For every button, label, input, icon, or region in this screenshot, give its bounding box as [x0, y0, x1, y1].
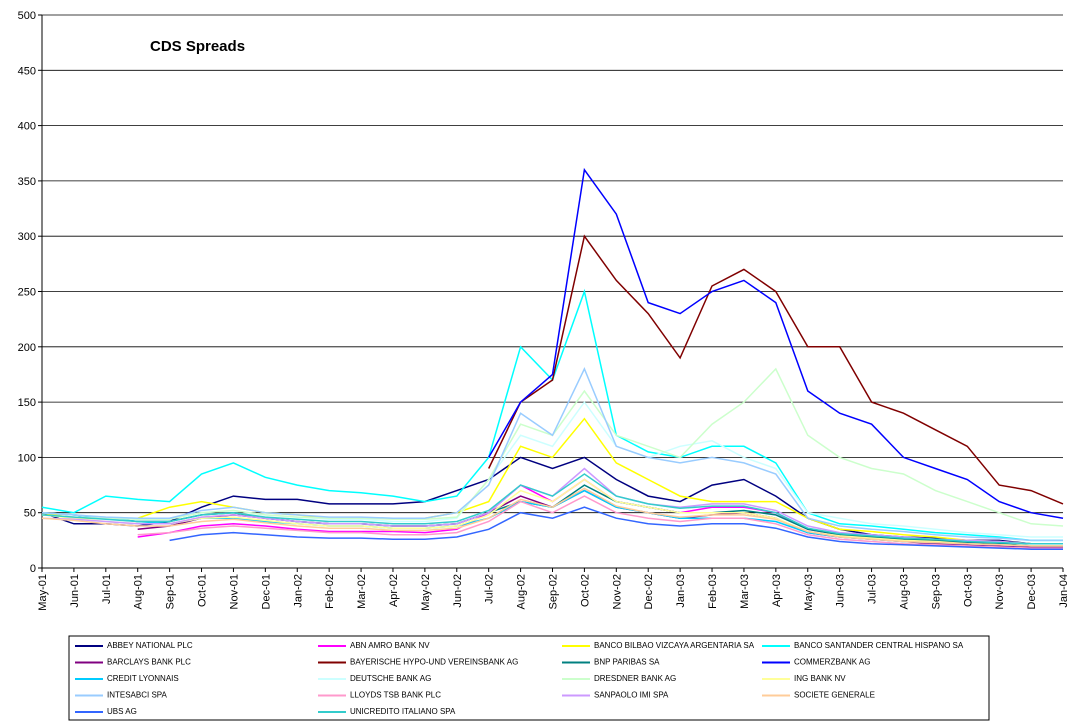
y-tick-label: 150: [18, 397, 36, 409]
x-tick-label: Aug-02: [516, 574, 528, 609]
x-tick-label: Apr-02: [388, 574, 400, 607]
x-tick-label: Feb-03: [707, 574, 719, 609]
x-tick-label: Dec-01: [260, 574, 272, 609]
legend-box: [68, 635, 990, 721]
x-tick-label: Sep-03: [930, 574, 942, 609]
x-tick-label: Mar-02: [356, 574, 368, 609]
x-tick-label: May-01: [37, 574, 49, 611]
x-tick-label: May-02: [420, 574, 432, 611]
legend-label: DRESDNER BANK AG: [594, 674, 676, 683]
x-tick-label: Jun-01: [69, 574, 81, 608]
legend-label: CREDIT LYONNAIS: [107, 674, 179, 683]
x-tick-label: Jul-03: [867, 574, 879, 604]
legend-label: COMMERZBANK AG: [794, 658, 870, 667]
x-tick-label: Aug-01: [133, 574, 145, 609]
x-tick-label: Dec-03: [1026, 574, 1038, 609]
legend-label: BANCO SANTANDER CENTRAL HISPANO SA: [794, 641, 964, 650]
legend-label: BANCO BILBAO VIZCAYA ARGENTARIA SA: [594, 641, 755, 650]
x-tick-label: Oct-02: [579, 574, 591, 607]
x-tick-label: Oct-03: [962, 574, 974, 607]
legend-label: BNP PARIBAS SA: [594, 658, 660, 667]
y-tick-label: 200: [18, 342, 36, 354]
series-line: [137, 495, 1063, 549]
x-tick-label: Feb-02: [324, 574, 336, 609]
y-tick-label: 100: [18, 452, 36, 464]
series-line: [41, 367, 1063, 542]
series-line: [41, 456, 1063, 545]
legend-label: ING BANK NV: [794, 674, 846, 683]
legend-label: UBS AG: [107, 707, 137, 716]
y-tick-label: 50: [24, 508, 36, 520]
chart-title: CDS Spreads: [150, 38, 245, 55]
x-tick-label: Nov-03: [994, 574, 1006, 609]
x-tick-label: Jan-03: [675, 574, 687, 608]
legend-label: ABN AMRO BANK NV: [350, 641, 430, 650]
x-tick-label: Jan-04: [1058, 574, 1069, 608]
x-tick-label: Jan-02: [292, 574, 304, 608]
x-tick-label: Sep-01: [165, 574, 177, 609]
legend-label: SANPAOLO IMI SPA: [594, 691, 669, 700]
x-tick-label: Oct-01: [197, 574, 209, 607]
series-line: [41, 473, 1063, 545]
x-tick-label: Apr-03: [771, 574, 783, 607]
legend-label: LLOYDS TSB BANK PLC: [350, 691, 441, 700]
y-tick-label: 350: [18, 176, 36, 188]
y-tick-label: 0: [30, 563, 36, 575]
series-line: [488, 167, 1064, 519]
series-line: [488, 234, 1064, 505]
x-tick-label: Jul-02: [484, 574, 496, 604]
x-tick-label: Nov-01: [228, 574, 240, 609]
y-tick-label: 300: [18, 231, 36, 243]
legend-label: UNICREDITO ITALIANO SPA: [350, 707, 456, 716]
x-tick-label: Nov-02: [611, 574, 623, 609]
x-tick-label: Sep-02: [548, 574, 560, 609]
x-tick-label: Jun-03: [835, 574, 847, 608]
series-line: [169, 506, 1063, 550]
x-tick-label: Jul-01: [101, 574, 113, 604]
y-tick-label: 400: [18, 121, 36, 133]
legend-label: BARCLAYS BANK PLC: [107, 658, 191, 667]
x-tick-label: Dec-02: [643, 574, 655, 609]
y-tick-label: 450: [18, 65, 36, 77]
legend-label: BAYERISCHE HYPO-UND VEREINSBANK AG: [350, 658, 518, 667]
series-line: [41, 487, 1063, 547]
series-line: [41, 417, 1063, 545]
legend-label: DEUTSCHE BANK AG: [350, 674, 431, 683]
x-tick-label: May-03: [803, 574, 815, 611]
x-tick-label: Jun-02: [452, 574, 464, 608]
series-line: [41, 478, 1063, 547]
y-tick-label: 500: [18, 10, 36, 22]
legend-label: INTESABCI SPA: [107, 691, 168, 700]
y-tick-label: 250: [18, 287, 36, 299]
legend-label: ABBEY NATIONAL PLC: [107, 641, 193, 650]
x-tick-label: Mar-03: [739, 574, 751, 609]
legend-label: SOCIETE GENERALE: [794, 691, 875, 700]
x-tick-label: Aug-03: [898, 574, 910, 609]
